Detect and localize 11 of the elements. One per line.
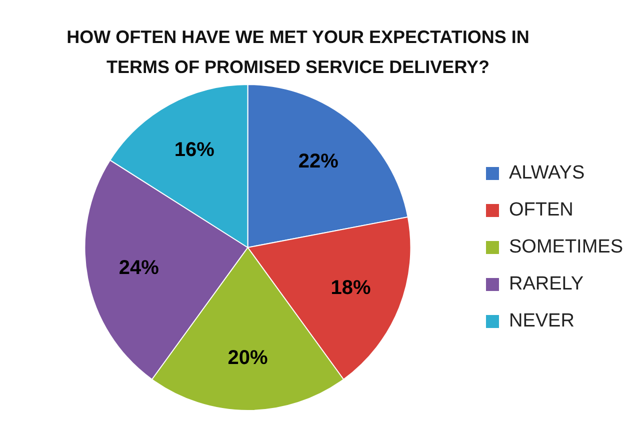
- legend-label: ALWAYS: [508, 162, 585, 184]
- data-label: 22%: [298, 150, 339, 173]
- legend-label: NEVER: [508, 310, 574, 332]
- data-label: 18%: [330, 276, 372, 299]
- data-label: 20%: [228, 346, 268, 369]
- legend-label: SOMETIMES: [508, 236, 624, 258]
- data-label: 16%: [174, 138, 215, 161]
- legend-label: RARELY: [508, 274, 584, 295]
- data-label: 24%: [118, 256, 160, 279]
- legend-label: OFTEN: [508, 200, 574, 221]
- chart-title: HOW OFTEN HAVE WE MET YOUR EXPECTATIONS IN TERMS OF PROMISED SERVICE DELIVERY?: [66, 26, 530, 79]
